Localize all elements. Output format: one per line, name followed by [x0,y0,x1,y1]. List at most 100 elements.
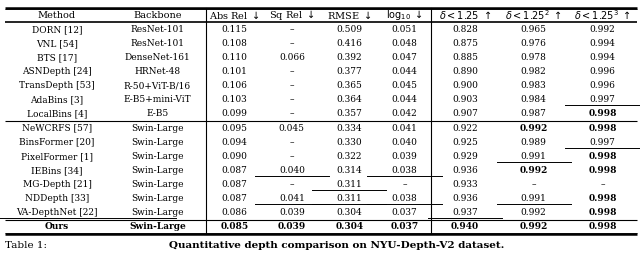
Text: 0.095: 0.095 [221,123,248,132]
Text: 0.334: 0.334 [337,123,362,132]
Text: Ours: Ours [45,222,69,231]
Text: Swin-Large: Swin-Large [131,138,184,147]
Text: 0.992: 0.992 [520,123,548,132]
Text: ResNet-101: ResNet-101 [131,39,184,48]
Text: 0.983: 0.983 [521,81,547,90]
Text: Swin-Large: Swin-Large [129,222,186,231]
Text: 0.989: 0.989 [521,138,547,147]
Text: 0.106: 0.106 [221,81,247,90]
Text: 0.304: 0.304 [337,208,362,217]
Text: 0.903: 0.903 [452,95,478,104]
Text: 0.885: 0.885 [452,53,478,62]
Text: 0.322: 0.322 [337,152,362,161]
Text: 0.828: 0.828 [452,25,478,34]
Text: VA-DepthNet [22]: VA-DepthNet [22] [16,208,98,217]
Text: 0.377: 0.377 [337,67,362,76]
Text: –: – [290,180,294,189]
Text: –: – [290,138,294,147]
Text: 0.992: 0.992 [589,25,615,34]
Text: 0.038: 0.038 [392,166,417,175]
Text: 0.039: 0.039 [392,152,417,161]
Text: Table 1:: Table 1: [5,241,51,250]
Text: 0.304: 0.304 [335,222,364,231]
Text: $\delta < 1.25^{3}$ $\uparrow$: $\delta < 1.25^{3}$ $\uparrow$ [574,8,631,22]
Text: 0.099: 0.099 [221,110,247,119]
Text: Sq Rel $\downarrow$: Sq Rel $\downarrow$ [269,8,315,22]
Text: AdaBins [3]: AdaBins [3] [31,95,84,104]
Text: 0.416: 0.416 [337,39,362,48]
Text: 0.929: 0.929 [452,152,478,161]
Text: 0.330: 0.330 [337,138,362,147]
Text: 0.998: 0.998 [588,110,617,119]
Text: TransDepth [53]: TransDepth [53] [19,81,95,90]
Text: 0.087: 0.087 [221,194,247,203]
Text: Method: Method [38,11,76,20]
Text: 0.101: 0.101 [221,67,247,76]
Text: 0.037: 0.037 [392,208,417,217]
Text: IEBins [34]: IEBins [34] [31,166,83,175]
Text: 0.998: 0.998 [588,152,617,161]
Text: 0.509: 0.509 [337,25,362,34]
Text: Swin-Large: Swin-Large [131,208,184,217]
Text: 0.108: 0.108 [221,39,247,48]
Text: 0.044: 0.044 [392,95,417,104]
Text: –: – [290,39,294,48]
Text: 0.087: 0.087 [221,166,247,175]
Text: 0.965: 0.965 [521,25,547,34]
Text: 0.314: 0.314 [337,166,362,175]
Text: 0.998: 0.998 [588,208,617,217]
Text: –: – [531,180,536,189]
Text: 0.998: 0.998 [588,222,617,231]
Text: 0.875: 0.875 [452,39,478,48]
Text: 0.090: 0.090 [221,152,247,161]
Text: 0.982: 0.982 [521,67,547,76]
Text: –: – [290,25,294,34]
Text: 0.984: 0.984 [521,95,547,104]
Text: 0.045: 0.045 [279,123,305,132]
Text: BTS [17]: BTS [17] [37,53,77,62]
Text: 0.890: 0.890 [452,67,478,76]
Text: MG-Depth [21]: MG-Depth [21] [22,180,92,189]
Text: RMSE $\downarrow$: RMSE $\downarrow$ [327,10,371,21]
Text: NDDepth [33]: NDDepth [33] [25,194,89,203]
Text: 0.992: 0.992 [521,208,547,217]
Text: 0.936: 0.936 [452,194,478,203]
Text: 0.907: 0.907 [452,110,478,119]
Text: 0.994: 0.994 [589,39,616,48]
Text: E-B5: E-B5 [146,110,168,119]
Text: 0.992: 0.992 [520,222,548,231]
Text: Backbone: Backbone [133,11,182,20]
Text: ASNDepth [24]: ASNDepth [24] [22,67,92,76]
Text: 0.040: 0.040 [392,138,417,147]
Text: $\mathrm{log}_{10}$ $\downarrow$: $\mathrm{log}_{10}$ $\downarrow$ [386,8,423,22]
Text: 0.925: 0.925 [452,138,478,147]
Text: 0.039: 0.039 [278,222,306,231]
Text: Swin-Large: Swin-Large [131,152,184,161]
Text: 0.365: 0.365 [337,81,362,90]
Text: 0.976: 0.976 [521,39,547,48]
Text: E-B5+mini-ViT: E-B5+mini-ViT [124,95,191,104]
Text: 0.044: 0.044 [392,67,417,76]
Text: –: – [600,180,605,189]
Text: 0.996: 0.996 [589,67,616,76]
Text: 0.103: 0.103 [221,95,247,104]
Text: Swin-Large: Swin-Large [131,123,184,132]
Text: Quantitative depth comparison on NYU-Depth-V2 dataset.: Quantitative depth comparison on NYU-Dep… [169,241,505,250]
Text: 0.991: 0.991 [521,152,547,161]
Text: VNL [54]: VNL [54] [36,39,78,48]
Text: 0.087: 0.087 [221,180,247,189]
Text: NeWCRFS [57]: NeWCRFS [57] [22,123,92,132]
Text: $\delta < 1.25$ $\uparrow$: $\delta < 1.25$ $\uparrow$ [439,9,491,21]
Text: Swin-Large: Swin-Large [131,166,184,175]
Text: 0.311: 0.311 [337,180,362,189]
Text: HRNet-48: HRNet-48 [134,67,180,76]
Text: R-50+ViT-B/16: R-50+ViT-B/16 [124,81,191,90]
Text: 0.085: 0.085 [220,222,248,231]
Text: BinsFormer [20]: BinsFormer [20] [19,138,95,147]
Text: 0.996: 0.996 [589,81,616,90]
Text: 0.997: 0.997 [589,95,616,104]
Text: 0.364: 0.364 [337,95,362,104]
Text: 0.992: 0.992 [520,166,548,175]
Text: 0.038: 0.038 [392,194,417,203]
Text: 0.048: 0.048 [392,39,417,48]
